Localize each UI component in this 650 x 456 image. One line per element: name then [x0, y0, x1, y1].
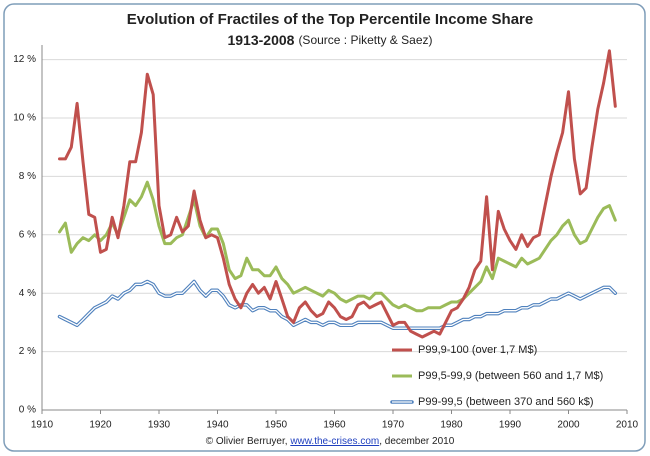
series-line	[58, 180, 617, 313]
x-tick-label: 1960	[323, 420, 346, 431]
x-tick-label: 1910	[31, 420, 54, 431]
y-tick-label: 12 %	[13, 54, 36, 65]
footer-suffix: , december 2010	[379, 436, 454, 447]
x-tick-label: 2000	[557, 420, 580, 431]
y-tick-label: 2 %	[19, 346, 36, 357]
x-tick-label: 1940	[206, 420, 229, 431]
y-tick-label: 8 %	[19, 171, 36, 182]
x-tick-label: 1950	[265, 420, 288, 431]
footer-prefix: © Olivier Berruyer,	[206, 436, 291, 447]
x-tick-label: 1920	[89, 420, 112, 431]
x-tick-label: 1980	[440, 420, 463, 431]
series-line-inner	[58, 280, 616, 329]
x-tick-label: 1990	[499, 420, 522, 431]
chart-source: (Source : Piketty & Saez)	[298, 33, 432, 47]
legend-label: P99-99,5 (between 370 and 560 k$)	[418, 396, 594, 408]
chart-subtitle: 1913-2008	[227, 32, 294, 48]
y-tick-label: 10 %	[13, 113, 36, 124]
legend-label: P99,5-99,9 (between 560 and 1,7 M$)	[418, 370, 603, 382]
x-tick-label: 1930	[148, 420, 171, 431]
y-tick-label: 4 %	[19, 288, 36, 299]
x-tick-label: 1970	[382, 420, 405, 431]
x-tick-label: 2010	[616, 420, 639, 431]
y-tick-label: 0 %	[19, 405, 36, 416]
y-tick-label: 6 %	[19, 229, 36, 240]
chart-title: Evolution of Fractiles of the Top Percen…	[127, 11, 533, 28]
chart-frame	[3, 3, 646, 452]
series-line	[58, 49, 617, 339]
legend-label: P99,9-100 (over 1,7 M$)	[418, 344, 537, 356]
footer-link[interactable]: www.the-crises.com	[289, 436, 379, 447]
footer: © Olivier Berruyer, www.the-crises.com, …	[206, 436, 455, 447]
chart-subtitle-line: 1913-2008 (Source : Piketty & Saez)	[227, 32, 432, 48]
